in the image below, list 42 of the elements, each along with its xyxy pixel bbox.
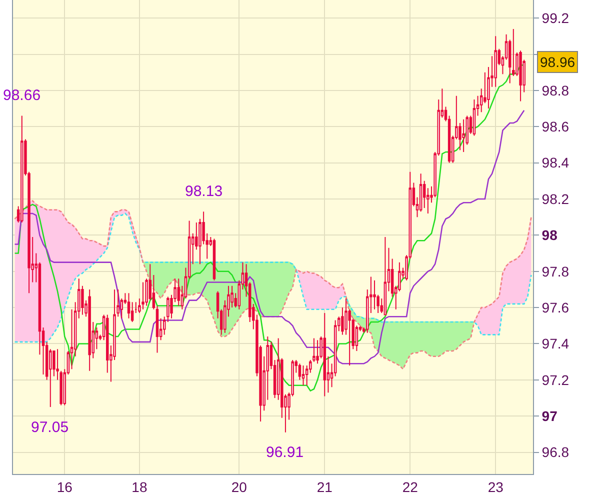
candlestick [177, 278, 180, 306]
x-tick-label: 21 [316, 478, 333, 495]
candlestick [134, 302, 138, 314]
line-series [14, 200, 532, 370]
x-tick-label: 22 [402, 478, 418, 495]
y-tick-label: 98.6 [542, 118, 570, 135]
y-tick-label: 97.2 [542, 372, 570, 388]
y-tick-label: 97 [542, 408, 558, 424]
x-tick-label: 18 [132, 478, 148, 495]
candlestick [462, 118, 465, 152]
annotation: 96.91 [266, 444, 304, 461]
x-tick-label: 20 [231, 478, 248, 495]
line-series [14, 110, 525, 364]
candlestick [472, 99, 476, 136]
candlestick [20, 115, 24, 224]
y-tick-label: 97.8 [542, 263, 570, 280]
annotation: 98.13 [185, 183, 223, 200]
y-tick-label: 99.2 [542, 10, 570, 26]
x-tick-label: 23 [488, 478, 504, 495]
candlestick [88, 288, 91, 372]
y-tick-label: 97.4 [542, 336, 570, 352]
candlestick [156, 305, 159, 354]
candlestick [316, 340, 319, 364]
candlestick [494, 36, 497, 88]
candlestick [127, 292, 130, 319]
candlestick [212, 238, 216, 281]
annotation: 98.66 [3, 87, 41, 104]
annotation: 97.05 [31, 419, 69, 436]
candlestick [519, 50, 522, 102]
y-tick-label: 97.6 [542, 299, 570, 316]
x-tick-label: 16 [56, 478, 73, 495]
text: 98.96 [540, 54, 576, 70]
candlestick [302, 364, 305, 386]
candlestick [373, 280, 376, 310]
candlestick [142, 282, 144, 310]
candlestick [323, 312, 326, 397]
y-tick-label: 98.2 [542, 190, 570, 207]
y-tick-label: 98.8 [542, 82, 570, 98]
y-tick-label: 96.8 [542, 444, 570, 460]
candlestick [384, 236, 387, 316]
y-tick-label: 98.4 [542, 154, 570, 171]
y-tick-label: 98 [542, 227, 558, 244]
